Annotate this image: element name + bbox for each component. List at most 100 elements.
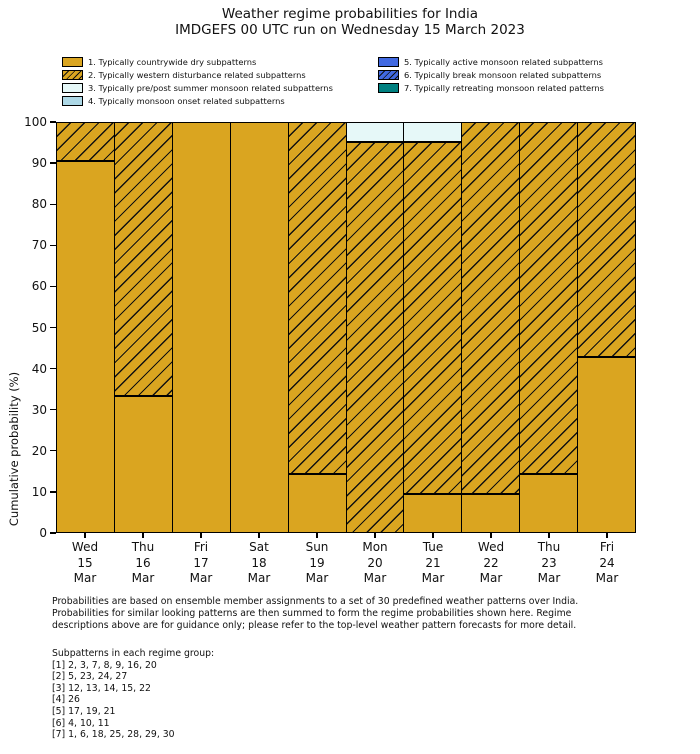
- bar-segment: [403, 122, 463, 142]
- x-tick: [258, 533, 260, 538]
- legend: 1. Typically countrywide dry subpatterns…: [62, 55, 640, 109]
- bar-segment: [229, 122, 289, 533]
- legend-swatch: [378, 69, 399, 80]
- y-tick: [50, 121, 56, 123]
- bar: [577, 122, 637, 533]
- footer-line: Probabilities for similar looking patter…: [52, 608, 572, 619]
- bar-segment: [345, 141, 405, 533]
- legend-label: 2. Typically western disturbance related…: [88, 69, 306, 80]
- legend-swatch: [62, 96, 83, 107]
- x-tick-label: Thu 16 Mar: [114, 540, 172, 587]
- legend-swatch: [62, 56, 83, 67]
- legend-item: 5. Typically active monsoon related subp…: [378, 55, 604, 68]
- x-tick-label-line: 15: [77, 555, 93, 570]
- bar: [461, 122, 521, 533]
- bar-segment: [113, 122, 173, 397]
- x-tick-label-line: Mar: [305, 571, 329, 585]
- legend-item: 7. Typically retreating monsoon related …: [378, 81, 604, 94]
- x-tick-label-line: Mon: [362, 540, 388, 554]
- bar: [403, 122, 463, 533]
- x-tick-label-line: Mar: [73, 571, 97, 585]
- y-tick: [50, 409, 56, 411]
- bar-segment: [461, 493, 521, 533]
- x-tick-label-line: Mar: [479, 571, 503, 585]
- subpattern-line: [5] 17, 19, 21: [52, 705, 116, 717]
- legend-swatch: [378, 82, 399, 93]
- x-tick-label-line: Wed: [71, 540, 99, 554]
- x-tick-label-line: Mar: [421, 571, 445, 585]
- x-tick-label-line: Mar: [537, 571, 561, 585]
- bar-segment: [287, 474, 347, 533]
- x-tick-label-line: Mar: [131, 571, 155, 585]
- x-tick-label: Tue 21 Mar: [404, 540, 462, 587]
- bar-segment: [287, 122, 347, 475]
- subpattern-line: [2] 5, 23, 24, 27: [52, 671, 128, 683]
- y-tick-label: 100: [24, 115, 47, 129]
- legend-item: 6. Typically break monsoon related subpa…: [378, 68, 604, 81]
- x-tick-label-line: Wed: [477, 540, 505, 554]
- y-tick-label: 70: [31, 238, 47, 253]
- y-tick: [50, 162, 56, 164]
- x-tick-label-line: 16: [135, 555, 151, 570]
- legend-label: 6. Typically break monsoon related subpa…: [404, 69, 602, 80]
- y-tick-label: 90: [31, 156, 47, 171]
- bar-segment: [519, 474, 579, 533]
- bar-segment: [113, 396, 173, 533]
- subpattern-lines: [1] 2, 3, 7, 8, 9, 16, 20 [2] 5, 23, 24, …: [52, 660, 214, 741]
- x-tick-label-line: Mar: [595, 571, 619, 585]
- x-tick: [374, 533, 376, 538]
- subpatterns-block: Subpatterns in each regime group: [1] 2,…: [52, 648, 214, 741]
- x-tick-label: Mon 20 Mar: [346, 540, 404, 587]
- y-tick: [50, 450, 56, 452]
- legend-label: 4. Typically monsoon onset related subpa…: [88, 96, 285, 107]
- subpattern-line: [6] 4, 10, 11: [52, 717, 110, 729]
- x-tick-label-line: Sun: [305, 540, 329, 554]
- chart-subtitle: IMDGEFS 00 UTC run on Wednesday 15 March…: [175, 22, 525, 38]
- x-tick-label: Wed 15 Mar: [56, 540, 114, 587]
- legend-swatch: [62, 82, 83, 93]
- x-tick-label: Fri 17 Mar: [172, 540, 230, 587]
- y-tick-label: 60: [31, 279, 47, 294]
- x-tick-label-line: 21: [425, 555, 441, 570]
- x-tick-label-line: Fri: [599, 540, 615, 554]
- legend-label: 7. Typically retreating monsoon related …: [404, 82, 604, 93]
- y-tick-label: 50: [31, 320, 47, 335]
- x-tick-label: Sun 19 Mar: [288, 540, 346, 587]
- y-tick: [50, 532, 56, 534]
- legend-label: 3. Typically pre/post summer monsoon rel…: [88, 82, 333, 93]
- bar: [287, 122, 347, 533]
- x-tick: [432, 533, 434, 538]
- subpattern-line: [7] 1, 6, 18, 25, 28, 29, 30: [52, 729, 175, 741]
- legend-item: 3. Typically pre/post summer monsoon rel…: [62, 81, 333, 94]
- y-tick-label: 40: [31, 361, 47, 376]
- footer-note: Probabilities are based on ensemble memb…: [52, 596, 578, 632]
- subpatterns-heading: Subpatterns in each regime group:: [52, 648, 215, 659]
- y-tick-label: 0: [39, 526, 47, 540]
- x-tick-label-line: Mar: [189, 571, 213, 585]
- bar-segment: [345, 122, 405, 142]
- legend-swatch: [378, 56, 399, 67]
- x-tick-label: Thu 23 Mar: [520, 540, 578, 587]
- x-tick: [84, 533, 86, 538]
- y-tick: [50, 244, 56, 246]
- bar: [229, 122, 289, 533]
- bar-segment: [171, 122, 231, 533]
- y-tick-label: 80: [31, 197, 47, 212]
- x-tick-label-line: 22: [483, 555, 499, 570]
- x-tick-label-line: Mar: [247, 571, 271, 585]
- x-tick: [606, 533, 608, 538]
- x-tick: [142, 533, 144, 538]
- bar: [56, 122, 115, 533]
- x-tick-label-line: Mar: [363, 571, 387, 585]
- subpattern-line: [4] 26: [52, 694, 80, 706]
- bar: [171, 122, 231, 533]
- footer-line: Probabilities are based on ensemble memb…: [52, 596, 579, 607]
- y-tick: [50, 285, 56, 288]
- legend-item: 2. Typically western disturbance related…: [62, 68, 333, 81]
- y-tick-label: 10: [31, 484, 47, 499]
- bar: [345, 122, 405, 533]
- x-tick-label-line: Sat: [249, 540, 269, 554]
- x-tick-label-line: Thu: [537, 540, 561, 554]
- bar: [113, 122, 173, 533]
